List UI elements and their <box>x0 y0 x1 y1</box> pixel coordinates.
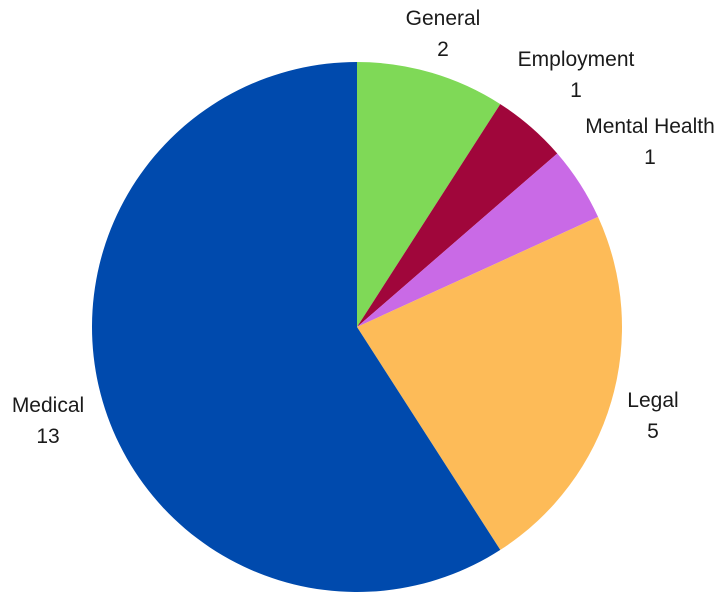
slice-general <box>357 62 501 327</box>
slice-employment <box>357 104 558 327</box>
value-medical: 13 <box>36 425 59 448</box>
slice-legal <box>357 216 622 550</box>
slice-medical <box>91 62 501 592</box>
label-medical: Medical <box>12 394 84 417</box>
value-general: 2 <box>437 38 449 61</box>
label-general: General <box>406 7 481 30</box>
slice-mental-health <box>357 153 599 327</box>
value-mental-health: 1 <box>644 146 656 169</box>
value-employment: 1 <box>570 79 582 102</box>
label-employment: Employment <box>518 48 635 71</box>
pie-slices <box>91 62 622 592</box>
value-legal: 5 <box>647 420 659 443</box>
label-legal: Legal <box>627 389 678 412</box>
label-mental-health: Mental Health <box>585 115 715 138</box>
